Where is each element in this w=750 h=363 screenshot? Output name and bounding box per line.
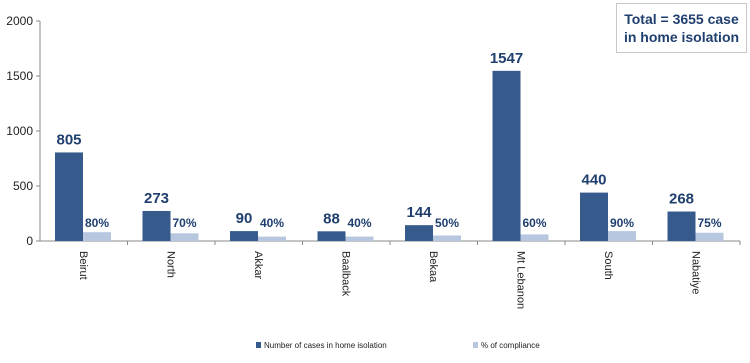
data-label-compliance: 50% — [435, 216, 459, 230]
x-category-label: North — [164, 251, 176, 278]
bar-count-bekaa — [405, 225, 433, 241]
y-tick-label: 500 — [13, 179, 33, 193]
chart-category-labels: Beirut North Akkar Baalback Bekaa Mt Lebanon S… — [77, 251, 702, 309]
bar-count-north — [142, 210, 171, 241]
bar-count-baalback — [317, 231, 346, 241]
data-label-count: 268 — [669, 191, 694, 208]
bar-count-akkar — [230, 231, 258, 241]
bar-compliance-bekaa — [433, 235, 461, 241]
data-label-count: 1547 — [490, 50, 523, 67]
y-tick-label: 1000 — [6, 124, 33, 138]
x-category-label: Akkar — [252, 251, 264, 279]
bar-count-beirut — [55, 152, 83, 241]
legend-swatch-compliance — [473, 342, 478, 348]
data-label-count: 440 — [581, 172, 606, 189]
x-category-label: Nabatiye — [689, 251, 701, 294]
chart-bars — [55, 70, 724, 241]
data-label-compliance: 40% — [347, 216, 371, 230]
total-annotation-text: Total = 3655 case in home isolation — [623, 11, 740, 45]
bar-compliance-akkar — [258, 236, 286, 241]
data-label-compliance: 40% — [260, 216, 284, 230]
legend-label-count: Number of cases in home isolation — [264, 341, 387, 350]
data-label-count: 273 — [144, 190, 169, 207]
data-label-count: 144 — [406, 204, 432, 221]
x-category-label: Baalback — [339, 251, 351, 297]
data-label-count: 90 — [236, 210, 253, 227]
bar-compliance-north — [170, 233, 199, 241]
bar-compliance-nabatiye — [695, 232, 724, 241]
bar-compliance-baalback — [345, 236, 374, 241]
y-tick-label: 1500 — [6, 69, 33, 83]
y-tick-label: 2000 — [6, 14, 33, 28]
legend-label-compliance: % of compliance — [481, 341, 540, 350]
bar-compliance-mt-lebanon — [520, 234, 549, 241]
data-label-count: 88 — [323, 210, 340, 227]
data-label-count: 805 — [56, 131, 81, 148]
data-label-compliance: 60% — [522, 216, 546, 230]
data-label-compliance: 70% — [172, 216, 196, 230]
x-category-label: Mt Lebanon — [514, 251, 526, 309]
data-label-compliance: 80% — [85, 216, 109, 230]
data-label-compliance: 75% — [697, 216, 721, 230]
bar-compliance-beirut — [83, 232, 111, 241]
bar-count-mt-lebanon — [492, 70, 521, 241]
legend-swatch-count — [256, 342, 261, 348]
x-category-label: South — [602, 251, 614, 280]
bar-count-nabatiye — [667, 211, 696, 241]
x-category-label: Bekaa — [427, 251, 439, 283]
chart-legend: Number of cases in home isolation % of co… — [256, 341, 540, 350]
x-category-label: Beirut — [77, 251, 89, 280]
data-label-compliance: 90% — [610, 216, 634, 230]
total-annotation-box: Total = 3655 case in home isolation — [616, 3, 747, 53]
y-tick-label: 0 — [26, 234, 33, 248]
bar-compliance-south — [608, 231, 636, 241]
bar-count-south — [580, 192, 608, 241]
